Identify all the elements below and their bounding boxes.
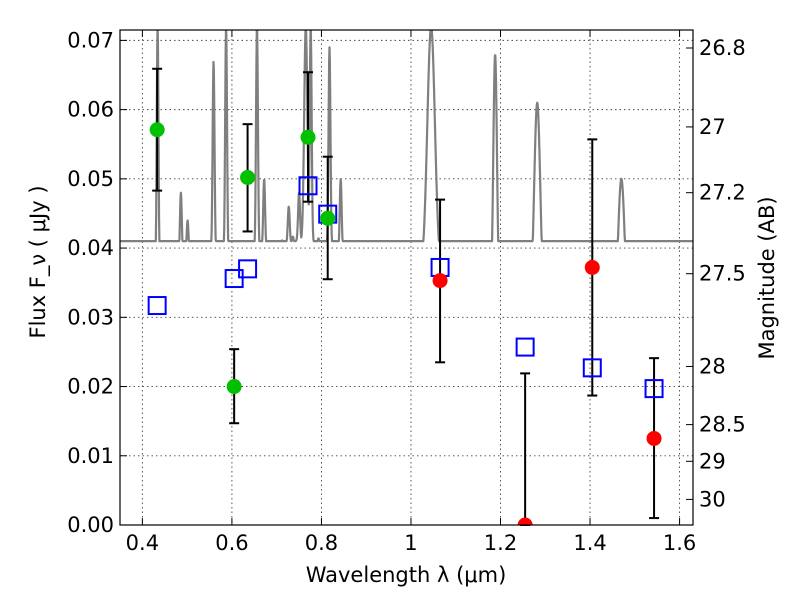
spectrum-layer [120, 30, 693, 243]
y-tick-label: 0.04 [67, 236, 114, 260]
nondetection-point [646, 430, 662, 446]
right-tick-label: 28 [699, 354, 726, 378]
right-tick-label: 27 [699, 115, 726, 139]
y-axis-title: Flux F_ν ( μJy ) [26, 185, 51, 338]
detection-point [240, 169, 256, 185]
y-tick-label: 0.06 [67, 98, 114, 122]
detection-point [320, 210, 336, 226]
right-axis-title: Magnitude (AB) [755, 196, 779, 359]
nondetection-point [517, 517, 533, 525]
nondetection-point [432, 273, 448, 289]
y-tick-label: 0.07 [67, 28, 114, 52]
model-point [582, 358, 602, 378]
right-tick-label: 26.8 [699, 36, 746, 60]
spectrum-line [120, 30, 693, 243]
detection-point [226, 379, 242, 395]
y-tick-label: 0.03 [67, 305, 114, 329]
y-tick-label: 0.01 [67, 444, 114, 468]
grid-lines [120, 30, 693, 526]
nondetection-point [584, 259, 600, 275]
x-tick-label: 1.2 [484, 531, 517, 555]
x-tick-label: 0.4 [126, 531, 159, 555]
x-axis-title: Wavelength λ (μm) [306, 563, 507, 587]
y-tick-label: 0.05 [67, 167, 114, 191]
detection-point [149, 122, 165, 138]
x-tick-label: 1 [404, 531, 417, 555]
right-tick-label: 28.5 [699, 413, 746, 437]
right-tick-label: 30 [699, 487, 726, 511]
x-tick-label: 0.6 [215, 531, 248, 555]
model-point [224, 269, 244, 289]
detection-point [300, 129, 316, 145]
y-axis-ticks: 0.00 0.01 0.02 0.03 0.04 0.05 0.06 0.07 [67, 28, 127, 537]
x-tick-label: 1.4 [573, 531, 606, 555]
y-tick-label: 0.02 [67, 375, 114, 399]
right-tick-label: 27.2 [699, 181, 746, 205]
model-point [298, 176, 318, 196]
x-tick-label: 1.6 [663, 531, 696, 555]
model-point [238, 259, 258, 279]
right-axis-ticks: 26.8 27 27.2 27.5 28 28.5 29 30 [686, 36, 746, 511]
x-tick-label: 0.8 [305, 531, 338, 555]
model-point [644, 379, 664, 399]
right-tick-label: 29 [699, 449, 726, 473]
model-point [147, 296, 167, 316]
y-tick-label: 0.00 [67, 513, 114, 537]
model-point [515, 337, 535, 357]
x-axis-ticks: 0.4 0.6 0.8 1 1.2 1.4 1.6 [126, 30, 696, 555]
right-tick-label: 27.5 [699, 262, 746, 286]
plot-frame [119, 29, 694, 526]
data-markers [147, 122, 664, 525]
